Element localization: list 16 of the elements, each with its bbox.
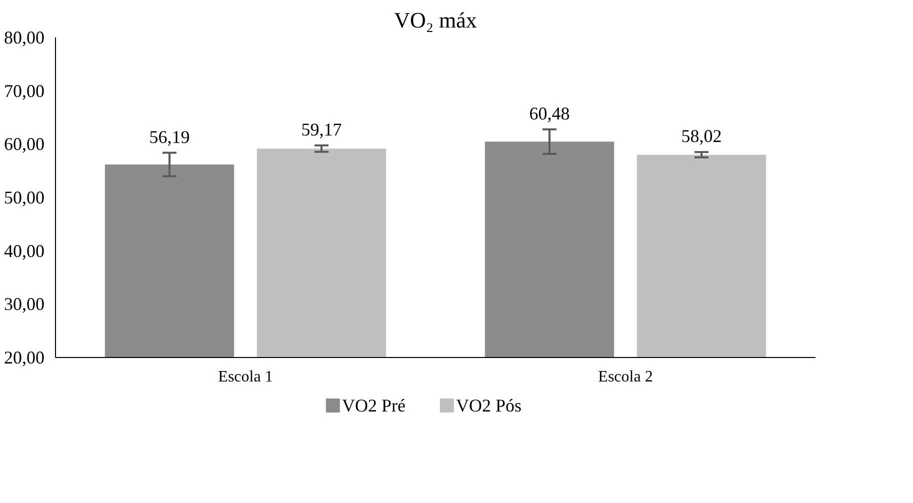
x-tick-label: Escola 2 <box>598 368 653 386</box>
y-tick-label: 60,00 <box>4 134 44 154</box>
y-tick-label: 30,00 <box>4 294 44 314</box>
x-tick-label: Escola 1 <box>218 368 273 386</box>
legend-label: VO2 Pós <box>456 396 522 416</box>
legend-label: VO2 Pré <box>342 396 406 416</box>
chart-title: VO₂ máx <box>394 8 477 32</box>
data-label: 60,48 <box>529 103 570 124</box>
data-label: 56,19 <box>149 126 190 147</box>
y-tick-label: 20,00 <box>4 348 44 368</box>
data-label: 59,17 <box>301 119 342 140</box>
y-tick-label: 70,00 <box>4 80 44 101</box>
y-tick-label: 80,00 <box>4 28 44 48</box>
y-tick-label: 40,00 <box>4 240 44 261</box>
data-label: 58,02 <box>681 126 722 146</box>
y-tick-label: 50,00 <box>4 188 44 208</box>
